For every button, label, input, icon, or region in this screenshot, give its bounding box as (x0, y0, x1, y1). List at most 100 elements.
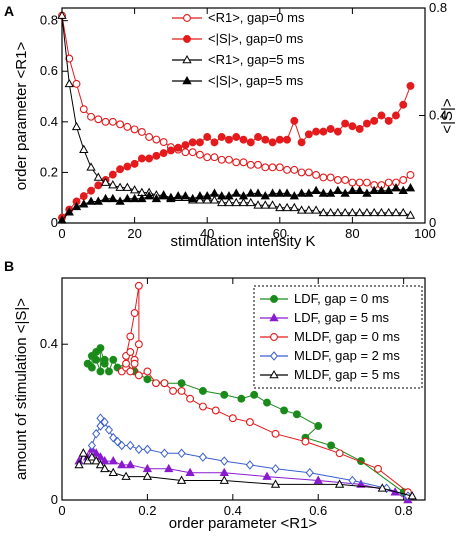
chart-a-data-point (159, 138, 168, 147)
chart-a-data-point (79, 192, 88, 201)
chart-a-data-point (232, 133, 241, 141)
chart-b-data-point (198, 402, 207, 411)
chart-a-data-point (71, 121, 82, 131)
chart-a-data-point (347, 207, 358, 217)
chart-b-data-point (219, 475, 229, 484)
chart-a-data-point (209, 195, 220, 204)
chart-a-legend-label: <|S|>, gap=0 ms (208, 31, 304, 46)
chart-b-data-point (348, 475, 357, 486)
chart-a-data-point (123, 162, 132, 171)
chart-b-data-point (169, 386, 177, 395)
chart-b-xtick-label: 0.6 (309, 503, 327, 518)
chart-a-data-point (246, 188, 256, 197)
chart-a-legend-marker (182, 75, 192, 85)
chart-a-data-point (86, 196, 96, 205)
chart-a-series-0 (58, 11, 415, 190)
chart-a-data-point (159, 149, 168, 158)
chart-b-data-point (262, 471, 272, 480)
chart-b-data-point (143, 444, 152, 455)
chart-a-data-point (340, 188, 350, 197)
chart-b-data-point (292, 410, 301, 419)
chart-b-series-2 (117, 281, 412, 497)
chart-b-data-point (125, 459, 135, 469)
chart-b-legend-marker (269, 351, 279, 361)
chart-a-data-point (65, 54, 74, 63)
chart-b-data-point (250, 390, 259, 399)
chart-a-legend-label: <|S|>, gap=5 ms (208, 73, 304, 88)
chart-b-data-point (160, 379, 169, 388)
chart-a-data-point (180, 191, 191, 200)
chart-a-data-point (275, 163, 284, 172)
chart-a-data-point (312, 170, 321, 179)
chart-a-data-point (318, 188, 329, 197)
chart-a-data-point (333, 176, 342, 184)
chart-b: 0 0.2 0.4 0.6 0.8 0 0.4 order parameter <R1> a… (13, 277, 426, 532)
chart-b-data-point (305, 467, 314, 478)
chart-b-data-point (96, 367, 105, 376)
chart-a-data-point (79, 105, 88, 114)
chart-a-data-point (181, 141, 190, 150)
chart-b-data-point (271, 464, 280, 474)
chart-a-data-point (123, 122, 132, 131)
chart-b-data-point (198, 386, 207, 395)
chart-a-data-point (398, 185, 408, 195)
chart-b-data-point (271, 429, 280, 438)
chart-b-data-point (87, 452, 97, 461)
chart-a-data-point (137, 127, 146, 136)
chart-a-data-point (239, 158, 248, 167)
chart-a-data-point (86, 162, 96, 171)
chart-a-ytick-label: 0.4 (40, 114, 58, 129)
chart-b-data-point (334, 479, 345, 488)
chart-a-data-point (173, 191, 183, 200)
chart-a-data-point (253, 200, 263, 209)
chart-a-data-point (238, 191, 249, 200)
chart-a-data-point (188, 138, 197, 147)
chart-a-data-point (267, 200, 278, 209)
chart-a-data-point (254, 133, 262, 141)
chart-a-data-point (166, 146, 175, 155)
chart-a-data-point (152, 135, 161, 144)
chart-b-data-point (113, 436, 122, 447)
chart-a-data-point (93, 196, 103, 205)
chart-b-data-point (87, 440, 96, 451)
chart-a-data-point (325, 207, 336, 217)
chart-a-data-point (64, 207, 74, 216)
chart-a-data-point (145, 154, 154, 163)
chart-a-data-point (115, 182, 125, 191)
chart-b-data-point (270, 479, 281, 488)
chart-b-legend: LDF, gap = 0 ms LDF, gap = 5 ms MLDF, gap … (253, 285, 423, 389)
chart-b-data-point (109, 432, 118, 443)
chart-a-data-point (246, 197, 256, 207)
chart-b-legend-label: MLDF, gap = 5 ms (294, 367, 400, 382)
chart-a-data-point (297, 138, 306, 147)
chart-a-data-point (217, 133, 226, 141)
chart-b-data-point (176, 475, 187, 484)
chart-a-data-point (282, 188, 292, 197)
chart-a-data-point (348, 122, 357, 131)
chart-a-y2tick-label: 0.4 (429, 108, 447, 123)
chart-b-data-point (109, 355, 118, 364)
chart-a-series-1 (58, 81, 415, 222)
chart-a-legend-label: <R1>, gap=0 ms (208, 10, 305, 25)
chart-a-data-point (137, 193, 147, 203)
chart-b-data-point (220, 456, 229, 466)
chart-a-data-point (377, 111, 386, 120)
chart-a-data-point (319, 127, 328, 136)
chart-a-data-point (209, 188, 220, 197)
chart-b-data-point (228, 414, 237, 423)
chart-b-data-point (126, 332, 135, 341)
chart-a-data-point (100, 177, 111, 186)
chart-b-legend-marker (269, 369, 279, 379)
chart-a-data-point (406, 81, 415, 90)
chart-a-data-point (362, 178, 371, 187)
chart-a-data-point (71, 201, 82, 211)
chart-a-data-point (340, 207, 350, 217)
chart-a-data-point (87, 112, 95, 121)
chart-a-data-point (405, 183, 416, 192)
chart-a-data-point (369, 207, 379, 217)
chart-a-ytick-label: 0 (51, 215, 58, 230)
chart-b-data-point (100, 355, 109, 364)
chart-a-data-point (174, 143, 183, 152)
chart-a-data-point (188, 148, 197, 157)
chart-a-data-point (347, 185, 358, 195)
